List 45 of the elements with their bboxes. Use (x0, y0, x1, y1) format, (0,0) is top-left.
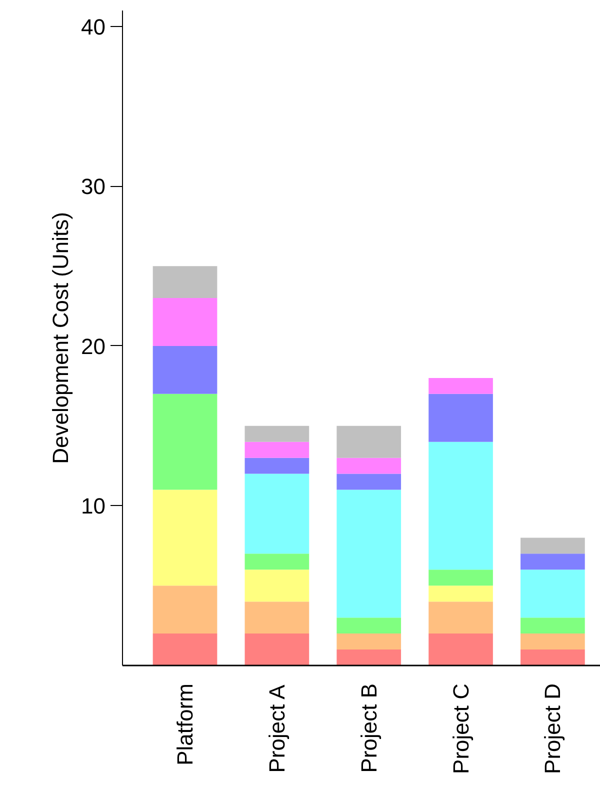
bar (152, 266, 218, 298)
bar (520, 554, 585, 570)
y-tick-label: 10 (81, 494, 106, 519)
bar (152, 394, 218, 490)
bar (428, 602, 493, 634)
bar (152, 634, 218, 666)
x-tick-label: Platform (172, 683, 198, 766)
bar (152, 346, 218, 394)
bar (428, 378, 493, 394)
x-tick-label: Project D (540, 683, 566, 774)
bar (244, 554, 310, 570)
y-axis-title: Development Cost (Units) (48, 212, 74, 464)
bar (520, 618, 585, 634)
bar (244, 474, 310, 554)
bar (336, 426, 402, 458)
bar (428, 586, 493, 602)
bar (428, 442, 493, 570)
bar (244, 426, 310, 442)
bar (152, 298, 218, 346)
bar (244, 634, 310, 666)
bar (152, 586, 218, 634)
bar (428, 634, 493, 666)
bar (428, 570, 493, 586)
bar (244, 458, 310, 474)
x-tick-label: Project C (448, 683, 474, 774)
y-tick-label: 30 (81, 174, 106, 200)
bar (244, 570, 310, 602)
x-tick-label: Project B (356, 683, 382, 773)
bar (520, 650, 585, 666)
x-tick-label: Project A (264, 684, 290, 773)
bar (244, 602, 310, 634)
bar (520, 634, 585, 650)
y-tick-label: 20 (81, 334, 106, 359)
bar (520, 538, 585, 554)
bar (336, 458, 402, 474)
bar (336, 474, 402, 490)
bar (428, 394, 493, 442)
bar (152, 490, 218, 586)
bar (520, 570, 585, 618)
bar (336, 618, 402, 634)
y-tick-label: 40 (81, 14, 106, 40)
bar (244, 442, 310, 458)
bar (336, 650, 402, 666)
bar (336, 634, 402, 650)
bar (336, 490, 402, 618)
